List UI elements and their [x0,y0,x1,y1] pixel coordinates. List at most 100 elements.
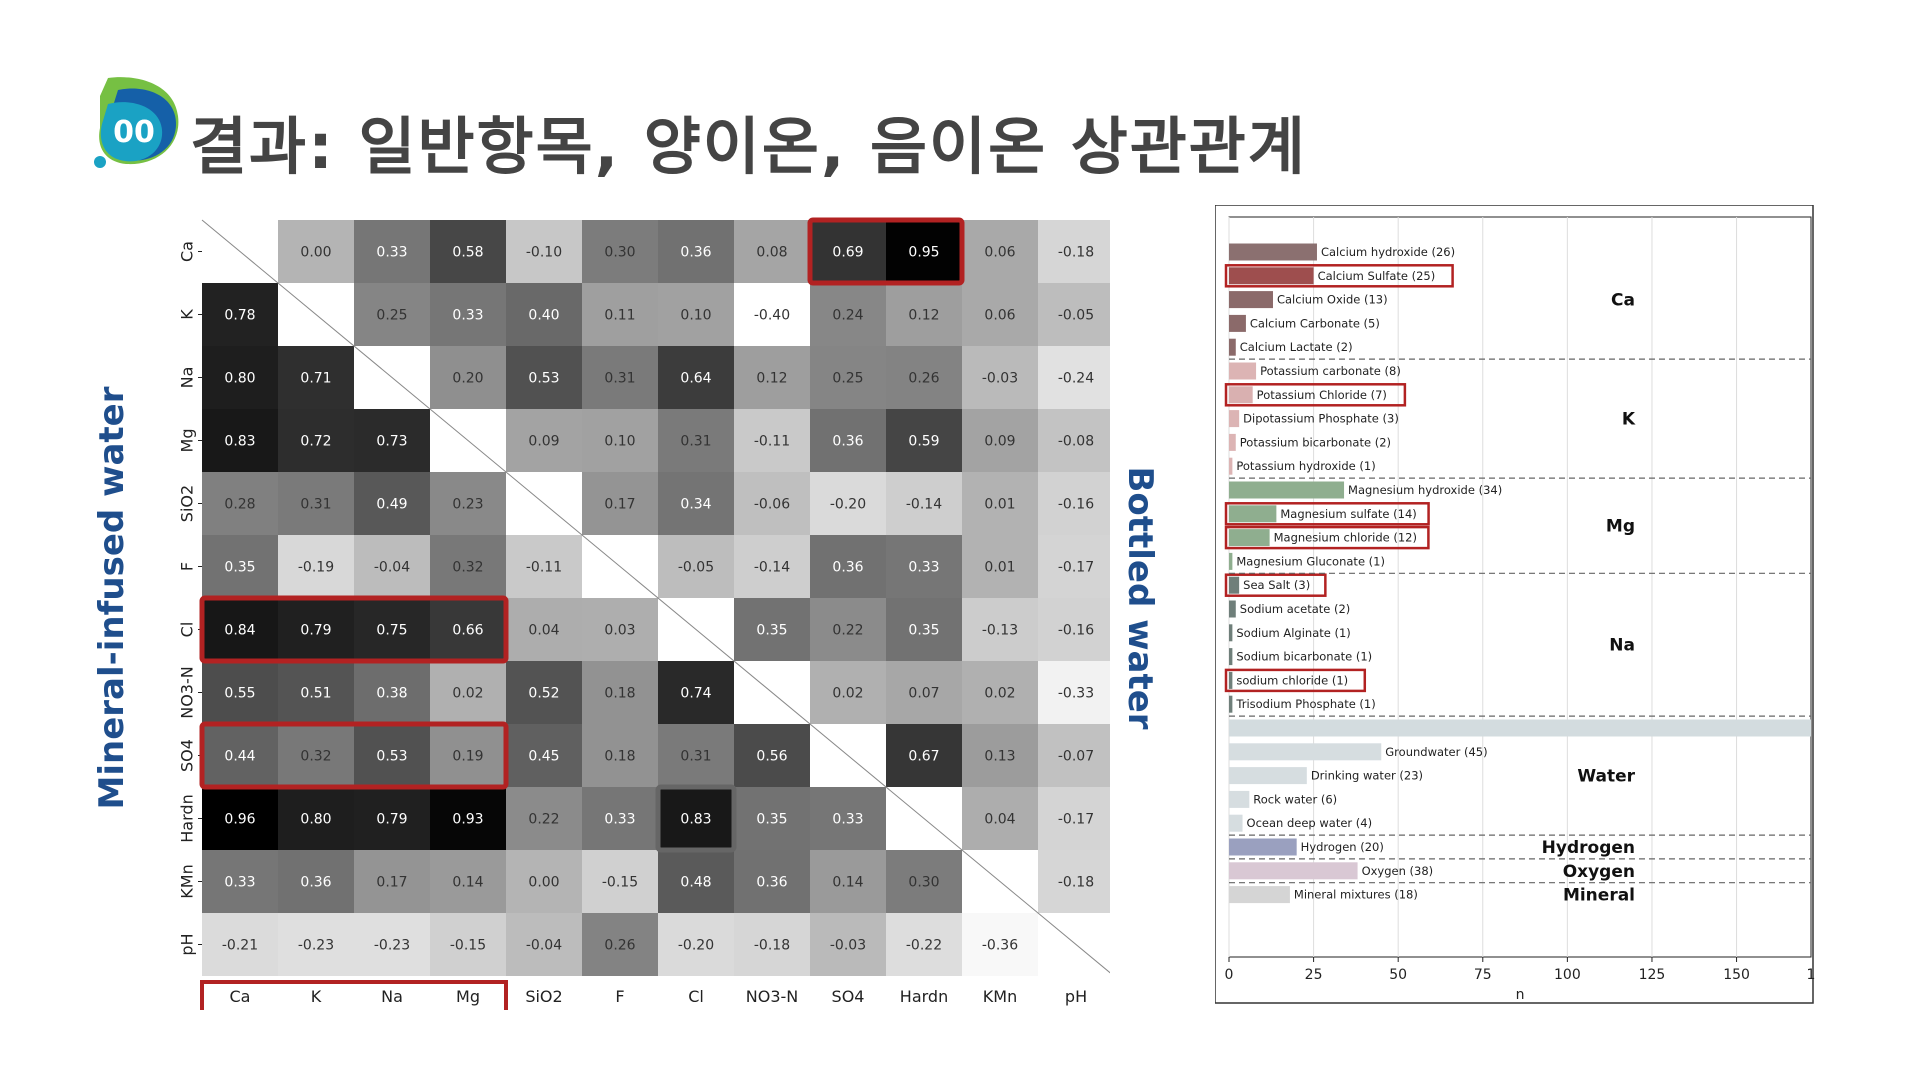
heatmap-value: 0.04 [528,623,559,639]
heatmap-cell [430,787,506,850]
bar [1229,814,1243,832]
heatmap-cell [354,598,430,661]
heatmap-cell [810,220,886,283]
bar [1229,576,1240,594]
heatmap-value: 0.25 [832,371,863,387]
heatmap-cell [658,409,734,472]
heatmap-cell [734,787,810,850]
heatmap-value: 0.00 [528,875,559,891]
heatmap-value: -0.16 [1058,497,1094,513]
bar-label: Rock water (6) [1253,792,1337,806]
heatmap-cell [1038,472,1110,535]
heatmap-value: 0.80 [224,371,255,387]
heatmap-cell [354,724,430,787]
heatmap-cell [658,346,734,409]
bar [1229,838,1297,856]
heatmap-cell [202,472,278,535]
x-tick-label: SiO2 [525,987,562,1006]
bar-label: Trisodium Phosphate (1) [1235,697,1375,711]
heatmap-cell [734,598,810,661]
heatmap-value: 0.33 [908,560,939,576]
heatmap-value: 0.83 [224,434,255,450]
heatmap-value: 0.06 [984,308,1015,324]
heatmap-value: -0.04 [374,560,410,576]
heatmap-cell [734,346,810,409]
bar [1229,338,1236,356]
heatmap-value: 0.20 [452,371,483,387]
heatmap-value: 0.53 [376,749,407,765]
x-tick-label: Cl [688,987,704,1006]
heatmap-value: 0.08 [756,245,787,261]
heatmap-cell [278,535,354,598]
heatmap-value: 0.13 [984,749,1015,765]
bar [1229,314,1246,332]
bar-label: Calcium Carbonate (5) [1250,316,1380,330]
heatmap-cell [962,346,1038,409]
heatmap-value: -0.20 [830,497,866,513]
heatmap-cell [202,850,278,913]
bar-label: Groundwater (45) [1385,745,1487,759]
highlight-box [199,721,509,790]
x-tick-label: Ca [230,987,251,1006]
heatmap-cell [430,850,506,913]
heatmap-value: 0.66 [452,623,483,639]
heatmap-value: -0.14 [906,497,942,513]
heatmap-value: 0.04 [984,812,1015,828]
bar [1229,505,1277,523]
highlight-box [1224,264,1454,288]
heatmap-value: 0.02 [832,686,863,702]
heatmap-value: 0.12 [908,308,939,324]
heatmap-cell [962,661,1038,724]
bar [1229,362,1257,380]
x-tick-label: 100 [1554,967,1581,983]
heatmap-cell [1038,283,1110,346]
bar-label: Potassium bicarbonate (2) [1240,435,1391,449]
heatmap-value: -0.19 [298,560,334,576]
bar-label: Calcium hydroxide (26) [1321,245,1455,259]
y-tick-label: Mg [178,429,197,453]
heatmap-cell [582,598,658,661]
heatmap-cell [278,913,354,976]
bar-label: Sodium bicarbonate (1) [1236,650,1372,664]
bar [1229,386,1253,404]
heatmap-value: 0.33 [224,875,255,891]
heatmap-cell [658,724,734,787]
heatmap-cell [810,283,886,346]
heatmap-value: 0.59 [908,434,939,450]
heatmap-value: 0.18 [604,749,635,765]
heatmap-cell [734,409,810,472]
heatmap-cell [962,598,1038,661]
highlight-box [1224,668,1367,693]
heatmap-value: -0.11 [754,434,790,450]
heatmap-value: 0.36 [832,560,863,576]
x-tick-label: 150 [1723,967,1750,983]
heatmap-cell [962,913,1038,976]
heatmap-value: 0.17 [604,497,635,513]
heatmap-cell [886,913,962,976]
heatmap-value: 0.74 [680,686,711,702]
bar-label: Potassium Chloride (7) [1257,388,1387,402]
heatmap-value: 0.31 [680,434,711,450]
heatmap-value: 0.32 [300,749,331,765]
bar-label: Calcium Oxide (13) [1277,293,1388,307]
group-label: Na [1609,636,1635,656]
heatmap-value: -0.20 [678,938,714,954]
heatmap-value: -0.06 [754,497,790,513]
x-tick-label: SO4 [832,987,865,1006]
highlight-box [1224,383,1407,407]
heatmap-value: 0.35 [224,560,255,576]
heatmap-cell [810,409,886,472]
heatmap-cell [886,283,962,346]
heatmap-value: 0.14 [452,875,483,891]
heatmap-value: -0.17 [1058,560,1094,576]
heatmap-value: 0.26 [908,371,939,387]
heatmap-cell [962,787,1038,850]
heatmap-cell [810,661,886,724]
heatmap-value: 0.45 [528,749,559,765]
x-tick-label: K [311,987,322,1006]
bar [1229,433,1236,451]
heatmap-cell [734,283,810,346]
heatmap-value: 0.67 [908,749,939,765]
heatmap-value: 0.00 [300,245,331,261]
heatmap-cell [430,913,506,976]
